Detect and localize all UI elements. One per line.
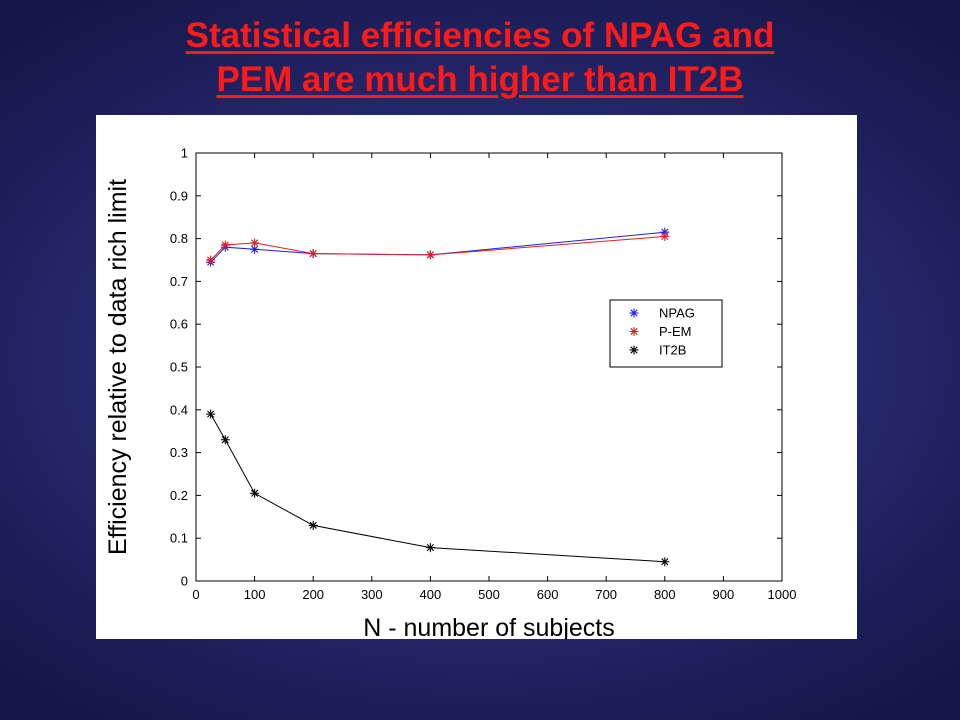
x-tick-label: 400 <box>420 587 442 602</box>
x-tick-label: 500 <box>478 587 500 602</box>
x-axis: 0 100 200 300 400 500 600 700 800 900 1000 <box>192 153 796 602</box>
data-point-p-em <box>220 240 230 250</box>
y-tick-label: 0 <box>181 574 188 589</box>
legend-label-it2b: IT2B <box>659 343 686 358</box>
slide-title: Statistical efficiencies of NPAG and PEM… <box>0 14 960 102</box>
y-axis: 0 0.1 0.2 0.3 0.4 0.5 0.6 0.7 0.8 0.9 1 <box>170 146 782 589</box>
series-line-p-em <box>210 236 665 261</box>
data-point-p-em <box>206 255 216 265</box>
y-axis-title: Efficiency relative to data rich limit <box>104 179 132 555</box>
y-tick-label: 0.3 <box>170 445 188 460</box>
y-tick-label: 0.5 <box>170 360 188 375</box>
x-axis-title: N - number of subjects <box>363 614 615 639</box>
legend-item-npag: NPAG <box>629 306 695 321</box>
y-tick-label: 0.8 <box>170 231 188 246</box>
legend-label-npag: NPAG <box>659 306 695 321</box>
chart-panel: 0 100 200 300 400 500 600 700 800 900 1000 0 0.1 0.2… <box>96 115 857 639</box>
legend-label-p-em: P-EM <box>659 324 692 339</box>
data-point-it2b <box>660 557 670 567</box>
legend-marker-npag <box>629 308 639 318</box>
x-tick-label: 300 <box>361 587 383 602</box>
data-point-p-em <box>660 231 670 241</box>
series-p-em <box>206 231 670 265</box>
y-tick-label: 0.7 <box>170 274 188 289</box>
y-tick-label: 0.2 <box>170 488 188 503</box>
x-tick-label: 1000 <box>768 587 797 602</box>
x-tick-label: 600 <box>537 587 559 602</box>
x-tick-label: 800 <box>654 587 676 602</box>
y-tick-label: 0.1 <box>170 531 188 546</box>
legend-item-p-em: P-EM <box>629 324 692 339</box>
y-tick-label: 0.9 <box>170 188 188 203</box>
legend-item-it2b: IT2B <box>629 343 686 358</box>
slide-title-line-1: Statistical efficiencies of NPAG and <box>185 16 775 55</box>
data-point-p-em <box>425 250 435 260</box>
data-point-it2b <box>308 520 318 530</box>
legend-marker-p-em <box>629 327 639 336</box>
y-tick-label: 1 <box>181 146 188 161</box>
data-point-it2b <box>425 543 435 553</box>
slide-title-line-2: PEM are much higher than IT2B <box>216 60 744 99</box>
series-layer <box>206 227 670 567</box>
series-it2b <box>206 409 670 567</box>
y-tick-label: 0.4 <box>170 402 188 417</box>
x-tick-label: 900 <box>713 587 735 602</box>
series-line-it2b <box>210 413 665 563</box>
legend: NPAG P-EM IT2B <box>609 299 723 368</box>
data-point-it2b <box>206 409 216 419</box>
x-tick-label: 0 <box>192 587 199 602</box>
data-point-p-em <box>308 249 318 259</box>
data-point-it2b <box>250 488 260 498</box>
data-point-p-em <box>250 238 260 248</box>
x-tick-label: 100 <box>244 587 266 602</box>
x-tick-label: 200 <box>302 587 324 602</box>
legend-marker-it2b <box>629 345 639 355</box>
data-point-it2b <box>220 435 230 445</box>
legend-box <box>609 299 723 368</box>
efficiency-line-chart: 0 100 200 300 400 500 600 700 800 900 1000 0 0.1 0.2… <box>104 146 796 640</box>
y-tick-label: 0.6 <box>170 317 188 332</box>
x-tick-label: 700 <box>595 587 617 602</box>
